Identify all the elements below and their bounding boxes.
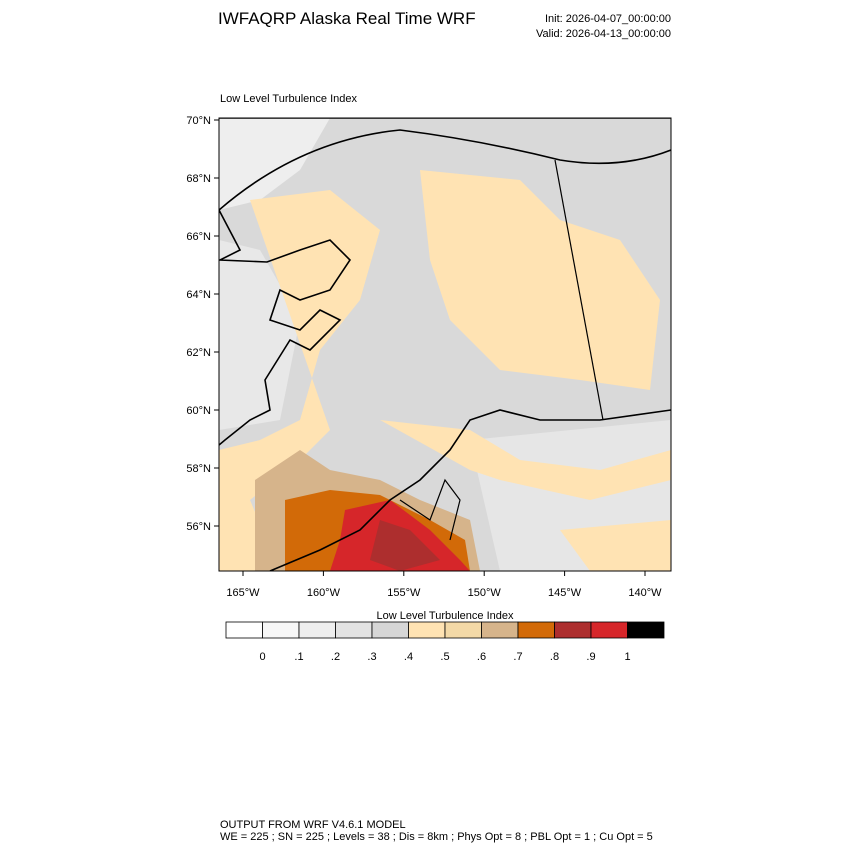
colorbar-box — [335, 621, 373, 639]
colorbar-box — [444, 621, 482, 639]
y-tick-label: 62°N — [186, 347, 211, 359]
colorbar-label: .3 — [367, 651, 376, 663]
y-tick-label: 68°N — [186, 173, 211, 185]
colorbar-label: .1 — [294, 651, 303, 663]
colorbar-label: .9 — [586, 651, 595, 663]
colorbar-label: .8 — [550, 651, 559, 663]
y-tick-label: 70°N — [186, 115, 211, 127]
colorbar-box — [408, 621, 446, 639]
colorbar-label: .2 — [331, 651, 340, 663]
y-tick-label: 60°N — [186, 405, 211, 417]
colorbar-box — [554, 621, 592, 639]
colorbar-label: .4 — [404, 651, 413, 663]
map-frame — [218, 117, 672, 572]
colorbar-box — [298, 621, 336, 639]
colorbar-label: 0 — [259, 651, 265, 663]
colorbar-box — [225, 621, 263, 639]
y-tick-label: 66°N — [186, 231, 211, 243]
footer: WE = 225 ; SN = 225 ; Levels = 38 ; Dis … — [220, 831, 653, 843]
colorbar-title: Low Level Turbulence Index — [377, 610, 514, 622]
colorbar-box — [481, 621, 519, 639]
map-field — [219, 118, 671, 571]
colorbar-label: 1 — [624, 651, 630, 663]
colorbar-box — [590, 621, 628, 639]
y-tick-label: 64°N — [186, 289, 211, 301]
footer: OUTPUT FROM WRF V4.6.1 MODEL — [220, 819, 406, 831]
colorbar-label: .6 — [477, 651, 486, 663]
x-tick-label: 140°W — [628, 587, 662, 599]
colorbar-box — [627, 621, 665, 639]
colorbar-label: .5 — [440, 651, 449, 663]
x-tick-label: 145°W — [548, 587, 582, 599]
init-time: Init: 2026-04-07_00:00:00 — [545, 13, 671, 25]
x-tick-label: 150°W — [468, 587, 502, 599]
colorbar-box — [371, 621, 409, 639]
y-tick-label: 58°N — [186, 463, 211, 475]
y-tick-label: 56°N — [186, 521, 211, 533]
colorbar-box — [517, 621, 555, 639]
valid-time: Valid: 2026-04-13_00:00:00 — [536, 28, 671, 40]
panel-title: Low Level Turbulence Index — [220, 93, 357, 105]
colorbar-label: .7 — [513, 651, 522, 663]
title: IWFAQRP Alaska Real Time WRF — [218, 9, 476, 28]
x-tick-label: 165°W — [226, 587, 260, 599]
colorbar-box — [262, 621, 300, 639]
x-tick-label: 160°W — [307, 587, 341, 599]
x-tick-label: 155°W — [387, 587, 421, 599]
